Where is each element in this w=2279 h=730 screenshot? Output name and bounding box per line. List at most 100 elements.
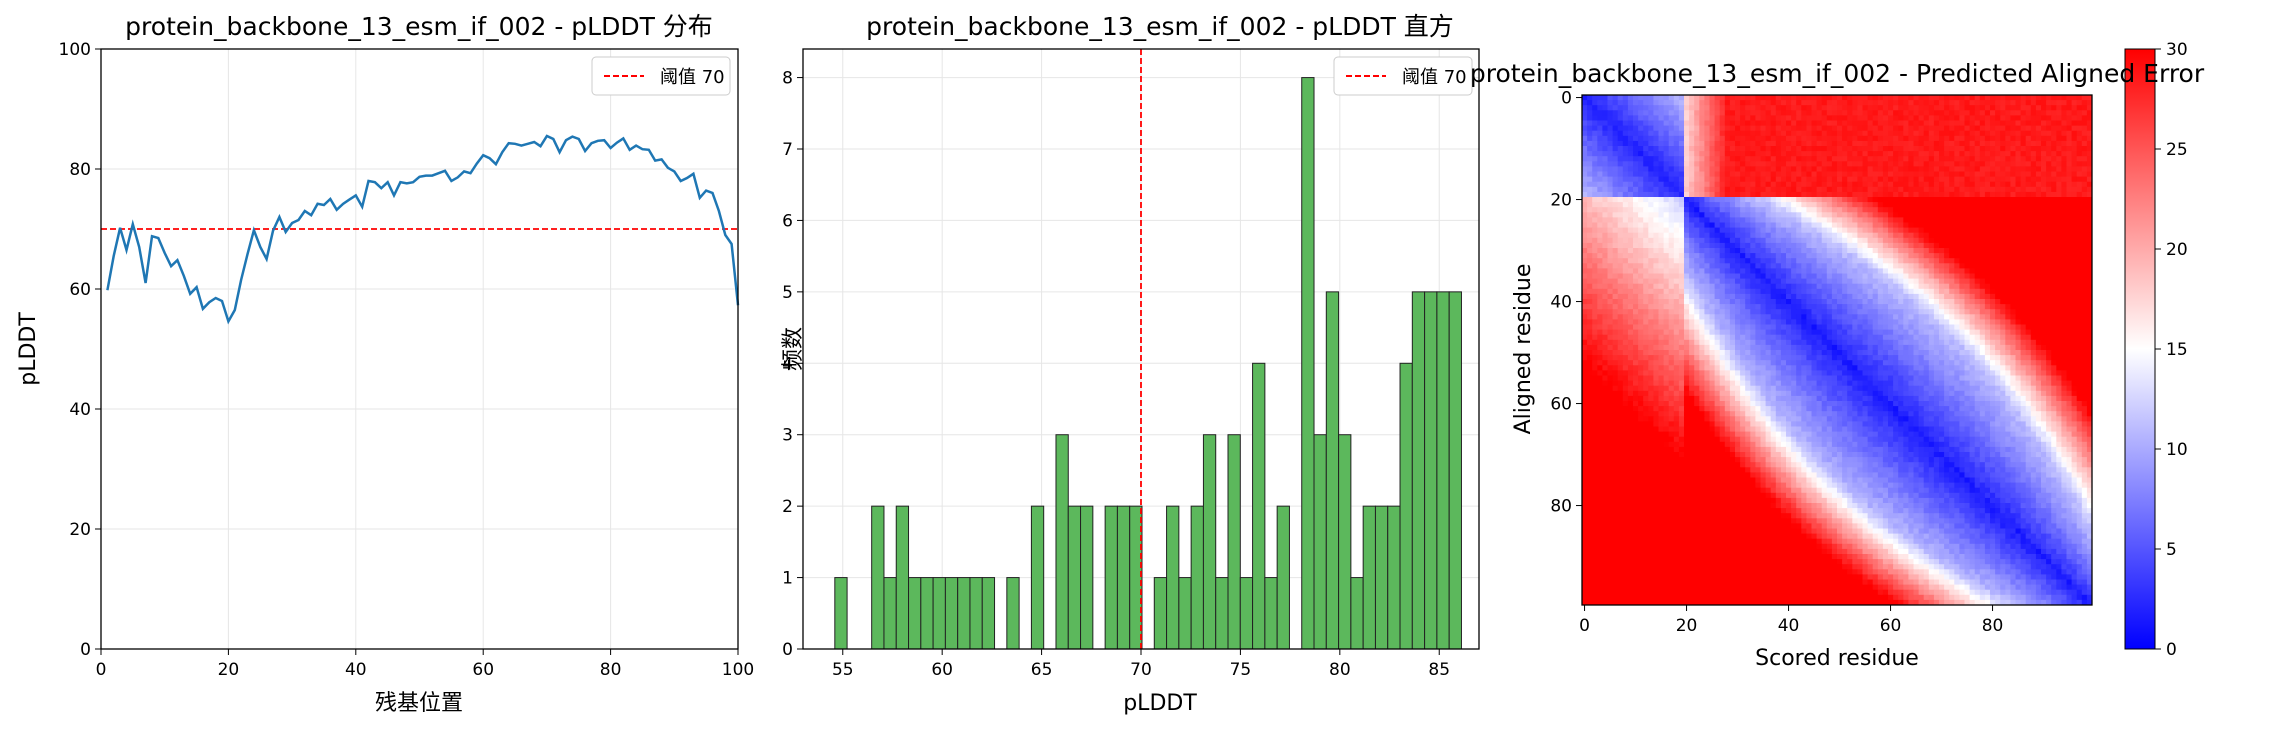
heatmap-cell <box>1775 156 1782 162</box>
heatmap-cell <box>2030 207 2037 213</box>
heatmap-cell <box>1780 324 1787 330</box>
heatmap-cell <box>1888 309 1894 315</box>
heatmap-cell <box>1663 222 1670 228</box>
heatmap-cell <box>1724 156 1731 162</box>
heatmap-cell <box>1877 166 1884 172</box>
heatmap-cell <box>2056 329 2062 336</box>
heatmap-cell <box>1658 212 1664 218</box>
heatmap-cell <box>1678 156 1685 162</box>
heatmap-cell <box>1933 135 1940 142</box>
heatmap-cell <box>1684 176 1690 183</box>
heatmap-cell <box>1612 105 1619 111</box>
heatmap-cell <box>1582 288 1588 295</box>
heatmap-cell <box>1638 212 1644 218</box>
heatmap-cell <box>1750 314 1756 320</box>
heatmap-cell <box>1811 161 1817 167</box>
heatmap-cell <box>1888 304 1894 310</box>
heatmap-cell <box>2061 100 2067 106</box>
heatmap-cell <box>2010 140 2016 147</box>
heatmap-cell <box>1898 186 1904 193</box>
heatmap-cell <box>1709 166 1715 172</box>
heatmap-cell <box>1786 324 1792 330</box>
heatmap-cell <box>1704 120 1710 126</box>
heatmap-cell <box>1831 288 1838 295</box>
heatmap-cell <box>1673 115 1680 121</box>
heatmap-cell <box>2015 171 2021 177</box>
heatmap-cell <box>2020 135 2027 142</box>
heatmap-cell <box>2030 268 2037 274</box>
heatmap-cell <box>1959 95 1965 101</box>
heatmap-cell <box>2025 278 2032 285</box>
heatmap-cell <box>1928 253 1935 259</box>
heatmap-cell <box>1709 176 1715 183</box>
heatmap-cell <box>1837 288 1843 295</box>
heatmap-cell <box>1949 299 1955 305</box>
heatmap-cell <box>1678 222 1685 228</box>
heatmap-cell <box>1964 110 1970 116</box>
heatmap-cell <box>1582 227 1588 234</box>
heatmap-cell <box>2076 309 2083 315</box>
heatmap-cell <box>1959 324 1965 330</box>
heatmap-cell <box>1882 288 1889 295</box>
heatmap-cell <box>1944 227 1950 234</box>
heatmap-cell <box>1908 161 1914 167</box>
heatmap-cell <box>1775 258 1782 264</box>
heatmap-cell <box>1933 293 1940 300</box>
heatmap-cell <box>1633 309 1639 315</box>
heatmap-cell <box>1775 334 1782 341</box>
heatmap-cell <box>1928 248 1935 254</box>
heatmap-cell <box>1984 258 1991 264</box>
heatmap-cell <box>1668 299 1675 305</box>
heatmap-cell <box>1857 293 1863 300</box>
heatmap-cell <box>1668 217 1675 223</box>
heatmap-cell <box>1837 232 1843 239</box>
heatmap-cell <box>1597 202 1603 208</box>
heatmap-cell <box>1775 263 1782 269</box>
heatmap-cell <box>1831 334 1838 341</box>
heatmap-cell <box>2000 100 2006 106</box>
heatmap-cell <box>1806 253 1812 259</box>
heatmap-cell <box>1816 309 1823 315</box>
heatmap-cell <box>2046 227 2052 234</box>
heatmap-cell <box>1908 207 1914 213</box>
heatmap-cell <box>1582 222 1588 228</box>
heatmap-cell <box>1882 166 1889 172</box>
heatmap-cell <box>1602 171 1608 177</box>
heatmap-cell <box>1765 319 1772 325</box>
heatmap-cell <box>1959 278 1965 285</box>
heatmap-cell <box>1923 140 1930 147</box>
heatmap-cell <box>1719 319 1726 325</box>
heatmap-cell <box>1602 130 1608 137</box>
heatmap-cell <box>1903 207 1909 213</box>
heatmap-cell <box>1979 237 1986 244</box>
heatmap-cell <box>1857 135 1863 142</box>
heatmap-cell <box>1617 115 1624 121</box>
heatmap-cell <box>2035 186 2042 193</box>
heatmap-cell <box>1704 115 1710 121</box>
heatmap-cell <box>1678 191 1685 198</box>
heatmap-cell <box>1627 105 1634 111</box>
x-axis-label: 残基位置 <box>375 691 463 716</box>
heatmap-cell <box>1663 253 1670 259</box>
heatmap-cell <box>1622 253 1629 259</box>
heatmap-cell <box>1990 161 1996 167</box>
heatmap-cell <box>1587 95 1593 101</box>
heatmap-cell <box>1587 222 1593 228</box>
heatmap-cell <box>1714 304 1721 310</box>
heatmap-cell <box>1582 248 1588 254</box>
heatmap-cell <box>1857 222 1863 228</box>
heatmap-cell <box>1933 227 1940 234</box>
heatmap-cell <box>1638 217 1644 223</box>
heatmap-cell <box>1678 171 1685 177</box>
heatmap-cell <box>1719 100 1726 106</box>
heatmap-cell <box>1760 222 1766 228</box>
heatmap-cell <box>1760 191 1766 198</box>
heatmap-cell <box>1617 339 1624 346</box>
heatmap-cell <box>1801 329 1807 336</box>
heatmap-cell <box>2000 273 2006 279</box>
heatmap-cell <box>1627 339 1634 346</box>
heatmap-cell <box>1888 176 1894 183</box>
heatmap-cell <box>1923 161 1930 167</box>
heatmap-cell <box>1709 334 1715 341</box>
heatmap-cell <box>1786 146 1792 152</box>
